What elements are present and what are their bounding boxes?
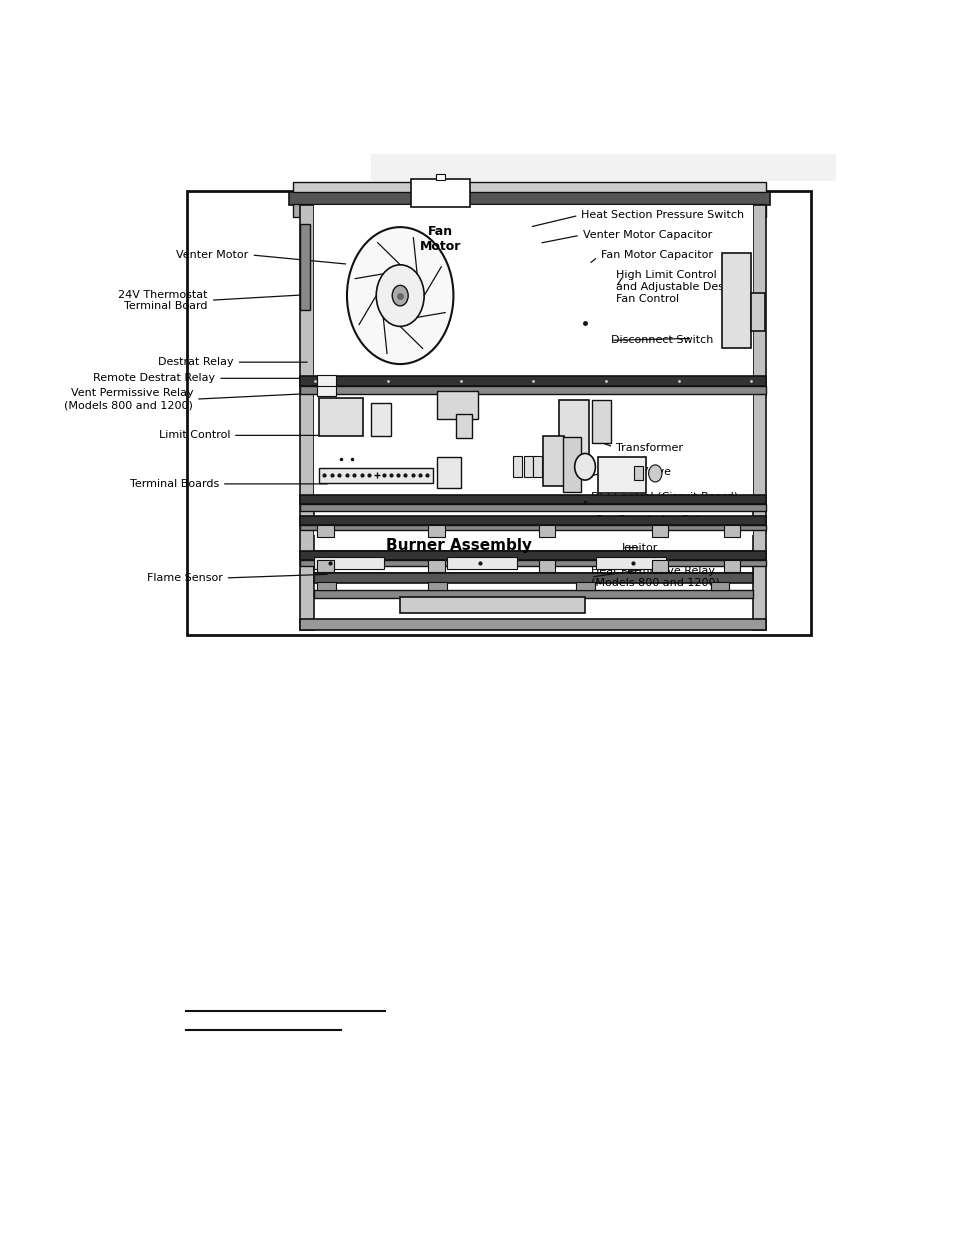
Bar xyxy=(562,437,580,493)
Text: Fan Motor Capacitor: Fan Motor Capacitor xyxy=(590,249,712,263)
Text: Destrat Relay: Destrat Relay xyxy=(158,357,307,367)
Bar xyxy=(513,456,521,477)
Bar xyxy=(542,436,563,485)
Bar xyxy=(300,385,765,394)
Bar xyxy=(428,525,444,537)
Bar xyxy=(317,582,335,590)
Bar xyxy=(428,559,444,572)
Bar xyxy=(651,559,667,572)
Bar xyxy=(300,525,765,531)
Bar xyxy=(317,559,334,572)
Bar xyxy=(300,551,765,559)
Bar xyxy=(411,179,470,207)
Bar xyxy=(651,525,667,537)
Text: Disconnect Switch: Disconnect Switch xyxy=(610,335,713,346)
Bar xyxy=(317,385,335,396)
Text: Fan
Motor: Fan Motor xyxy=(419,225,461,252)
Bar xyxy=(721,253,751,348)
Bar xyxy=(592,400,610,443)
Bar xyxy=(317,374,335,385)
Bar xyxy=(314,205,752,377)
Bar xyxy=(598,457,646,494)
Text: Heat Section Pressure Switch: Heat Section Pressure Switch xyxy=(532,210,743,226)
Bar xyxy=(524,456,533,477)
Text: Venter Motor: Venter Motor xyxy=(176,249,345,264)
Circle shape xyxy=(392,285,408,306)
Text: Gas Valve: Gas Valve xyxy=(582,467,670,477)
Bar xyxy=(293,183,765,191)
Text: Ignitor: Ignitor xyxy=(621,542,658,552)
Bar xyxy=(314,394,752,495)
Bar xyxy=(314,551,752,573)
Circle shape xyxy=(375,264,424,326)
Text: 24V Thermostat
Terminal Board: 24V Thermostat Terminal Board xyxy=(118,289,305,311)
Text: Vent Permissive Relay
(Models 800 and 1200): Vent Permissive Relay (Models 800 and 12… xyxy=(64,389,307,410)
Bar xyxy=(314,557,383,569)
Text: Flame Sensor: Flame Sensor xyxy=(147,573,327,583)
Bar xyxy=(289,191,769,205)
Bar xyxy=(533,456,541,477)
Circle shape xyxy=(574,453,595,480)
Text: Venter Motor Capacitor: Venter Motor Capacitor xyxy=(541,230,711,243)
Text: DSI Control (Circuit Board): DSI Control (Circuit Board) xyxy=(590,492,738,501)
Bar xyxy=(370,154,836,180)
Text: Remote Destrat Relay: Remote Destrat Relay xyxy=(93,373,307,383)
Circle shape xyxy=(648,464,661,482)
Text: Heat Permissive Relay
(Models 800 and 1200): Heat Permissive Relay (Models 800 and 12… xyxy=(590,567,720,588)
Bar xyxy=(558,400,588,472)
Text: Burner Assembly: Burner Assembly xyxy=(386,538,532,553)
Bar xyxy=(300,225,310,310)
Circle shape xyxy=(347,227,453,364)
Bar xyxy=(370,403,391,436)
Bar xyxy=(446,557,517,569)
Bar xyxy=(318,468,433,483)
Bar xyxy=(318,399,363,436)
Bar xyxy=(314,516,752,535)
Bar xyxy=(576,582,594,590)
Text: Terminal Boards: Terminal Boards xyxy=(130,479,327,489)
Bar xyxy=(436,390,477,419)
Bar xyxy=(751,293,764,331)
Bar xyxy=(436,457,460,488)
Text: Limit Control: Limit Control xyxy=(158,430,327,441)
Text: Transformer: Transformer xyxy=(604,443,682,453)
Bar xyxy=(187,191,810,635)
Bar xyxy=(314,573,752,583)
Bar xyxy=(538,525,555,537)
Bar xyxy=(596,557,665,569)
Bar xyxy=(293,204,765,216)
Bar xyxy=(633,466,642,480)
Bar xyxy=(300,377,765,385)
Bar xyxy=(723,525,740,537)
Bar xyxy=(456,415,472,438)
Bar xyxy=(400,597,584,614)
Bar xyxy=(710,582,728,590)
Bar xyxy=(317,525,334,537)
Bar xyxy=(300,559,765,566)
Text: Fan Permissive Relay: Fan Permissive Relay xyxy=(596,515,712,525)
Bar xyxy=(300,619,765,630)
Bar xyxy=(300,495,765,504)
Bar xyxy=(300,205,314,630)
Bar xyxy=(723,559,740,572)
Bar xyxy=(314,590,752,598)
Bar xyxy=(752,205,765,630)
Bar xyxy=(538,559,555,572)
Bar xyxy=(300,516,765,525)
Bar xyxy=(436,174,444,179)
Bar xyxy=(300,504,765,510)
Text: High Limit Control
and Adjustable Destrat
Fan Control: High Limit Control and Adjustable Destra… xyxy=(616,270,743,304)
Bar xyxy=(428,582,446,590)
